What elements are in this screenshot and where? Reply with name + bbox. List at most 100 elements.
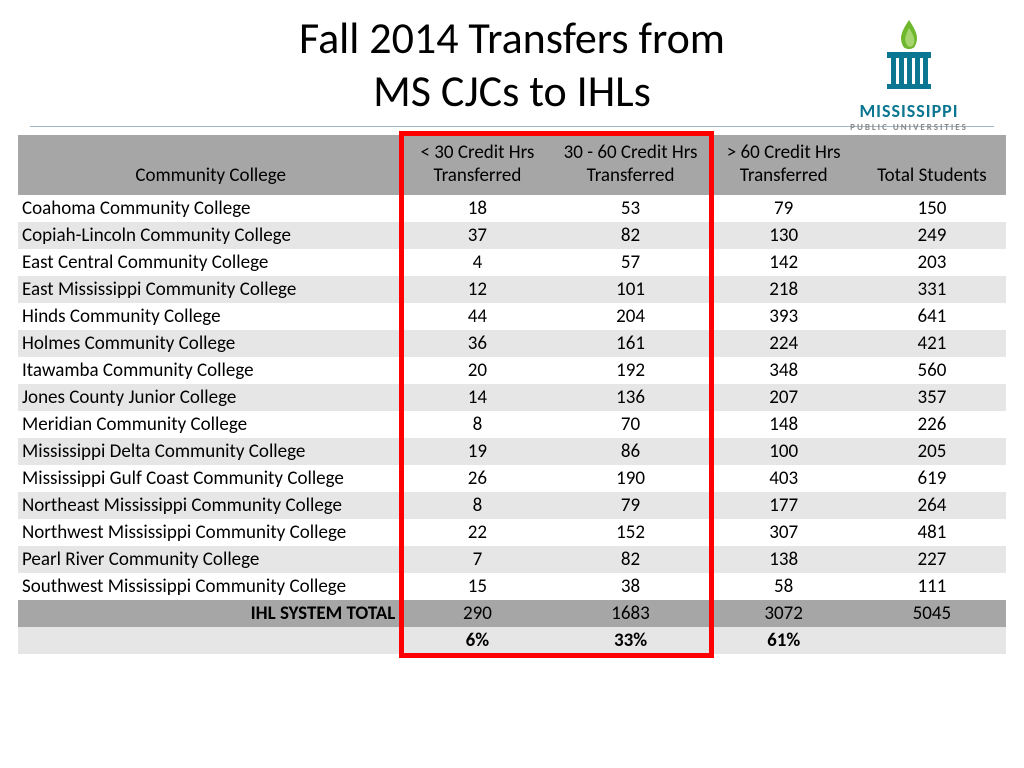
- table-row: Hinds Community College44204393641: [18, 303, 1006, 330]
- value-cell: 4: [403, 249, 551, 276]
- col-header-college: Community College: [18, 135, 403, 195]
- table-header-row: Community College < 30 Credit Hrs Transf…: [18, 135, 1006, 195]
- table-row: Mississippi Delta Community College19861…: [18, 438, 1006, 465]
- value-cell: 86: [552, 438, 710, 465]
- total-value-cell: 3072: [710, 600, 858, 627]
- value-cell: 331: [858, 276, 1006, 303]
- college-name-cell: East Central Community College: [18, 249, 403, 276]
- value-cell: 136: [552, 384, 710, 411]
- value-cell: 15: [403, 573, 551, 600]
- percent-row: 6%33%61%: [18, 627, 1006, 654]
- value-cell: 142: [710, 249, 858, 276]
- college-name-cell: Hinds Community College: [18, 303, 403, 330]
- percent-cell: 33%: [552, 627, 710, 654]
- value-cell: 26: [403, 465, 551, 492]
- college-name-cell: Jones County Junior College: [18, 384, 403, 411]
- brand-logo: MISSISSIPPI PUBLIC UNIVERSITIES: [834, 18, 984, 133]
- college-name-cell: Meridian Community College: [18, 411, 403, 438]
- table-body: Coahoma Community College185379150Copiah…: [18, 195, 1006, 654]
- value-cell: 218: [710, 276, 858, 303]
- value-cell: 307: [710, 519, 858, 546]
- col-header-30-60: 30 - 60 Credit Hrs Transferred: [552, 135, 710, 195]
- table-row: Northwest Mississippi Community College2…: [18, 519, 1006, 546]
- value-cell: 57: [552, 249, 710, 276]
- value-cell: 53: [552, 195, 710, 222]
- col-header-lt30: < 30 Credit Hrs Transferred: [403, 135, 551, 195]
- value-cell: 161: [552, 330, 710, 357]
- value-cell: 619: [858, 465, 1006, 492]
- college-name-cell: Coahoma Community College: [18, 195, 403, 222]
- value-cell: 7: [403, 546, 551, 573]
- value-cell: 357: [858, 384, 1006, 411]
- percent-cell: [18, 627, 403, 654]
- total-label: IHL SYSTEM TOTAL: [18, 600, 403, 627]
- value-cell: 150: [858, 195, 1006, 222]
- total-value-cell: 5045: [858, 600, 1006, 627]
- value-cell: 152: [552, 519, 710, 546]
- table-row: Meridian Community College870148226: [18, 411, 1006, 438]
- college-name-cell: Mississippi Delta Community College: [18, 438, 403, 465]
- table-row: East Mississippi Community College121012…: [18, 276, 1006, 303]
- table-row: Itawamba Community College20192348560: [18, 357, 1006, 384]
- table-container: Community College < 30 Credit Hrs Transf…: [18, 135, 1006, 654]
- value-cell: 8: [403, 492, 551, 519]
- table-row: Coahoma Community College185379150: [18, 195, 1006, 222]
- value-cell: 38: [552, 573, 710, 600]
- value-cell: 130: [710, 222, 858, 249]
- table-row: Pearl River Community College782138227: [18, 546, 1006, 573]
- value-cell: 44: [403, 303, 551, 330]
- value-cell: 227: [858, 546, 1006, 573]
- value-cell: 224: [710, 330, 858, 357]
- value-cell: 12: [403, 276, 551, 303]
- value-cell: 148: [710, 411, 858, 438]
- table-row: Southwest Mississippi Community College1…: [18, 573, 1006, 600]
- table-row: Holmes Community College36161224421: [18, 330, 1006, 357]
- value-cell: 82: [552, 546, 710, 573]
- college-name-cell: Southwest Mississippi Community College: [18, 573, 403, 600]
- value-cell: 207: [710, 384, 858, 411]
- college-name-cell: Pearl River Community College: [18, 546, 403, 573]
- value-cell: 138: [710, 546, 858, 573]
- value-cell: 58: [710, 573, 858, 600]
- value-cell: 79: [710, 195, 858, 222]
- total-value-cell: 1683: [552, 600, 710, 627]
- logo-icon: [869, 18, 949, 98]
- value-cell: 18: [403, 195, 551, 222]
- value-cell: 111: [858, 573, 1006, 600]
- table-row: Mississippi Gulf Coast Community College…: [18, 465, 1006, 492]
- logo-brand-name: MISSISSIPPI: [834, 100, 984, 122]
- value-cell: 403: [710, 465, 858, 492]
- value-cell: 421: [858, 330, 1006, 357]
- college-name-cell: Holmes Community College: [18, 330, 403, 357]
- percent-cell: [858, 627, 1006, 654]
- value-cell: 192: [552, 357, 710, 384]
- value-cell: 481: [858, 519, 1006, 546]
- total-row: IHL SYSTEM TOTAL290168330725045: [18, 600, 1006, 627]
- table-row: Copiah-Lincoln Community College37821302…: [18, 222, 1006, 249]
- value-cell: 22: [403, 519, 551, 546]
- col-header-total: Total Students: [858, 135, 1006, 195]
- value-cell: 36: [403, 330, 551, 357]
- college-name-cell: Itawamba Community College: [18, 357, 403, 384]
- value-cell: 205: [858, 438, 1006, 465]
- col-header-gt60: > 60 Credit Hrs Transferred: [710, 135, 858, 195]
- table-row: Northeast Mississippi Community College8…: [18, 492, 1006, 519]
- college-name-cell: Northeast Mississippi Community College: [18, 492, 403, 519]
- total-value-cell: 290: [403, 600, 551, 627]
- value-cell: 190: [552, 465, 710, 492]
- value-cell: 79: [552, 492, 710, 519]
- college-name-cell: Mississippi Gulf Coast Community College: [18, 465, 403, 492]
- college-name-cell: Northwest Mississippi Community College: [18, 519, 403, 546]
- value-cell: 14: [403, 384, 551, 411]
- value-cell: 264: [858, 492, 1006, 519]
- value-cell: 70: [552, 411, 710, 438]
- value-cell: 348: [710, 357, 858, 384]
- value-cell: 20: [403, 357, 551, 384]
- college-name-cell: East Mississippi Community College: [18, 276, 403, 303]
- value-cell: 101: [552, 276, 710, 303]
- value-cell: 226: [858, 411, 1006, 438]
- value-cell: 203: [858, 249, 1006, 276]
- logo-subtitle: PUBLIC UNIVERSITIES: [834, 122, 984, 133]
- value-cell: 249: [858, 222, 1006, 249]
- value-cell: 393: [710, 303, 858, 330]
